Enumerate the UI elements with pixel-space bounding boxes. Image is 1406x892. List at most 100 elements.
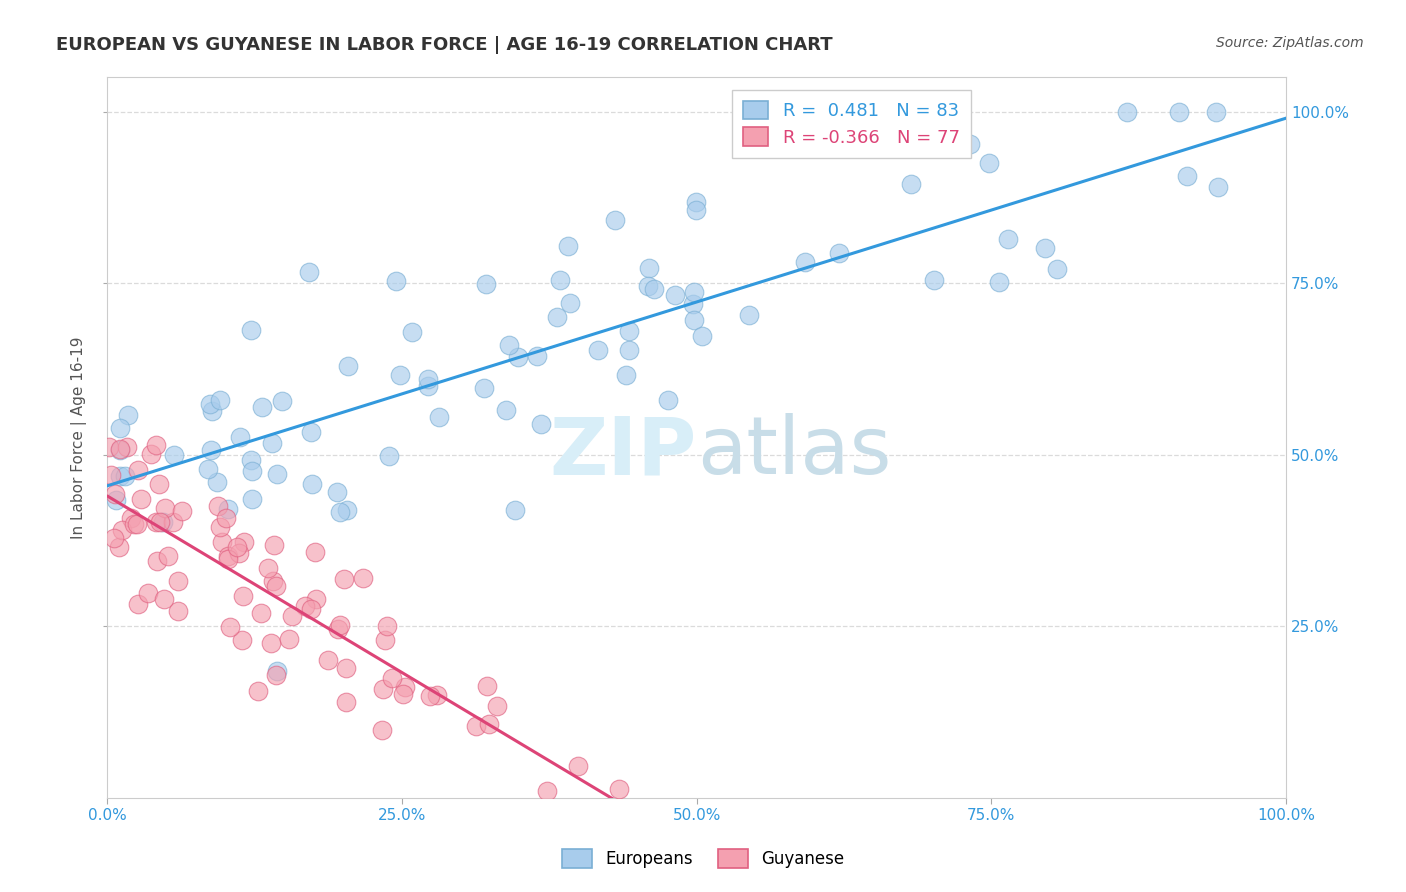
Point	[335, 695, 357, 709]
Point	[104, 492, 127, 507]
Point	[637, 261, 659, 276]
Point	[114, 468, 136, 483]
Point	[682, 285, 704, 300]
Point	[526, 350, 548, 364]
Point	[129, 491, 152, 506]
Point	[685, 203, 707, 218]
Point	[136, 586, 159, 600]
Text: atlas: atlas	[696, 413, 891, 491]
Text: EUROPEAN VS GUYANESE IN LABOR FORCE | AGE 16-19 CORRELATION CHART: EUROPEAN VS GUYANESE IN LABOR FORCE | AG…	[56, 36, 832, 54]
Point	[211, 535, 233, 549]
Point	[145, 515, 167, 529]
Point	[97, 440, 120, 454]
Point	[208, 519, 231, 533]
Text: Source: ZipAtlas.com: Source: ZipAtlas.com	[1216, 36, 1364, 50]
Point	[1035, 241, 1057, 255]
Point	[257, 561, 280, 575]
Point	[498, 338, 520, 352]
Point	[336, 502, 359, 516]
Point	[425, 688, 447, 702]
Point	[392, 687, 415, 701]
Point	[381, 671, 404, 685]
Point	[299, 602, 322, 616]
Point	[617, 324, 640, 338]
Point	[207, 500, 229, 514]
Point	[266, 667, 288, 681]
Point	[170, 504, 193, 518]
Point	[271, 393, 294, 408]
Point	[141, 447, 163, 461]
Point	[794, 255, 817, 269]
Point	[643, 282, 665, 296]
Point	[152, 515, 174, 529]
Point	[108, 442, 131, 456]
Point	[465, 719, 488, 733]
Point	[326, 485, 349, 500]
Point	[225, 541, 247, 555]
Point	[418, 372, 440, 386]
Point	[217, 502, 239, 516]
Point	[266, 467, 288, 482]
Point	[1168, 104, 1191, 119]
Point	[281, 608, 304, 623]
Point	[664, 288, 686, 302]
Point	[738, 308, 761, 322]
Point	[298, 265, 321, 279]
Point	[153, 591, 176, 606]
Point	[609, 781, 631, 796]
Point	[146, 554, 169, 568]
Point	[419, 689, 441, 703]
Point	[200, 443, 222, 458]
Point	[111, 523, 134, 537]
Point	[329, 618, 352, 632]
Point	[218, 619, 240, 633]
Point	[371, 681, 394, 696]
Point	[401, 325, 423, 339]
Point	[326, 622, 349, 636]
Point	[207, 475, 229, 489]
Point	[299, 425, 322, 439]
Point	[586, 343, 609, 358]
Point	[149, 515, 172, 529]
Point	[305, 591, 328, 606]
Point	[959, 136, 981, 151]
Point	[472, 381, 495, 395]
Point	[104, 487, 127, 501]
Point	[997, 232, 1019, 246]
Point	[163, 448, 186, 462]
Point	[217, 551, 239, 566]
Point	[690, 329, 713, 343]
Point	[167, 604, 190, 618]
Point	[546, 310, 568, 324]
Legend: R =  0.481   N = 83, R = -0.366   N = 77: R = 0.481 N = 83, R = -0.366 N = 77	[733, 90, 970, 158]
Point	[127, 597, 149, 611]
Point	[155, 500, 177, 515]
Point	[100, 468, 122, 483]
Point	[617, 343, 640, 358]
Point	[979, 156, 1001, 170]
Point	[252, 401, 274, 415]
Point	[231, 633, 253, 648]
Point	[167, 574, 190, 588]
Point	[475, 277, 498, 291]
Point	[266, 579, 288, 593]
Point	[427, 409, 450, 424]
Point	[352, 571, 374, 585]
Point	[988, 275, 1011, 289]
Point	[682, 297, 704, 311]
Point	[217, 549, 239, 564]
Point	[107, 540, 129, 554]
Point	[120, 510, 142, 524]
Point	[478, 717, 501, 731]
Point	[530, 417, 553, 431]
Point	[394, 680, 416, 694]
Point	[125, 517, 148, 532]
Legend: Europeans, Guyanese: Europeans, Guyanese	[555, 842, 851, 875]
Point	[148, 476, 170, 491]
Text: ZIP: ZIP	[550, 413, 696, 491]
Point	[263, 538, 285, 552]
Point	[117, 408, 139, 422]
Point	[239, 452, 262, 467]
Point	[506, 351, 529, 365]
Point	[108, 421, 131, 435]
